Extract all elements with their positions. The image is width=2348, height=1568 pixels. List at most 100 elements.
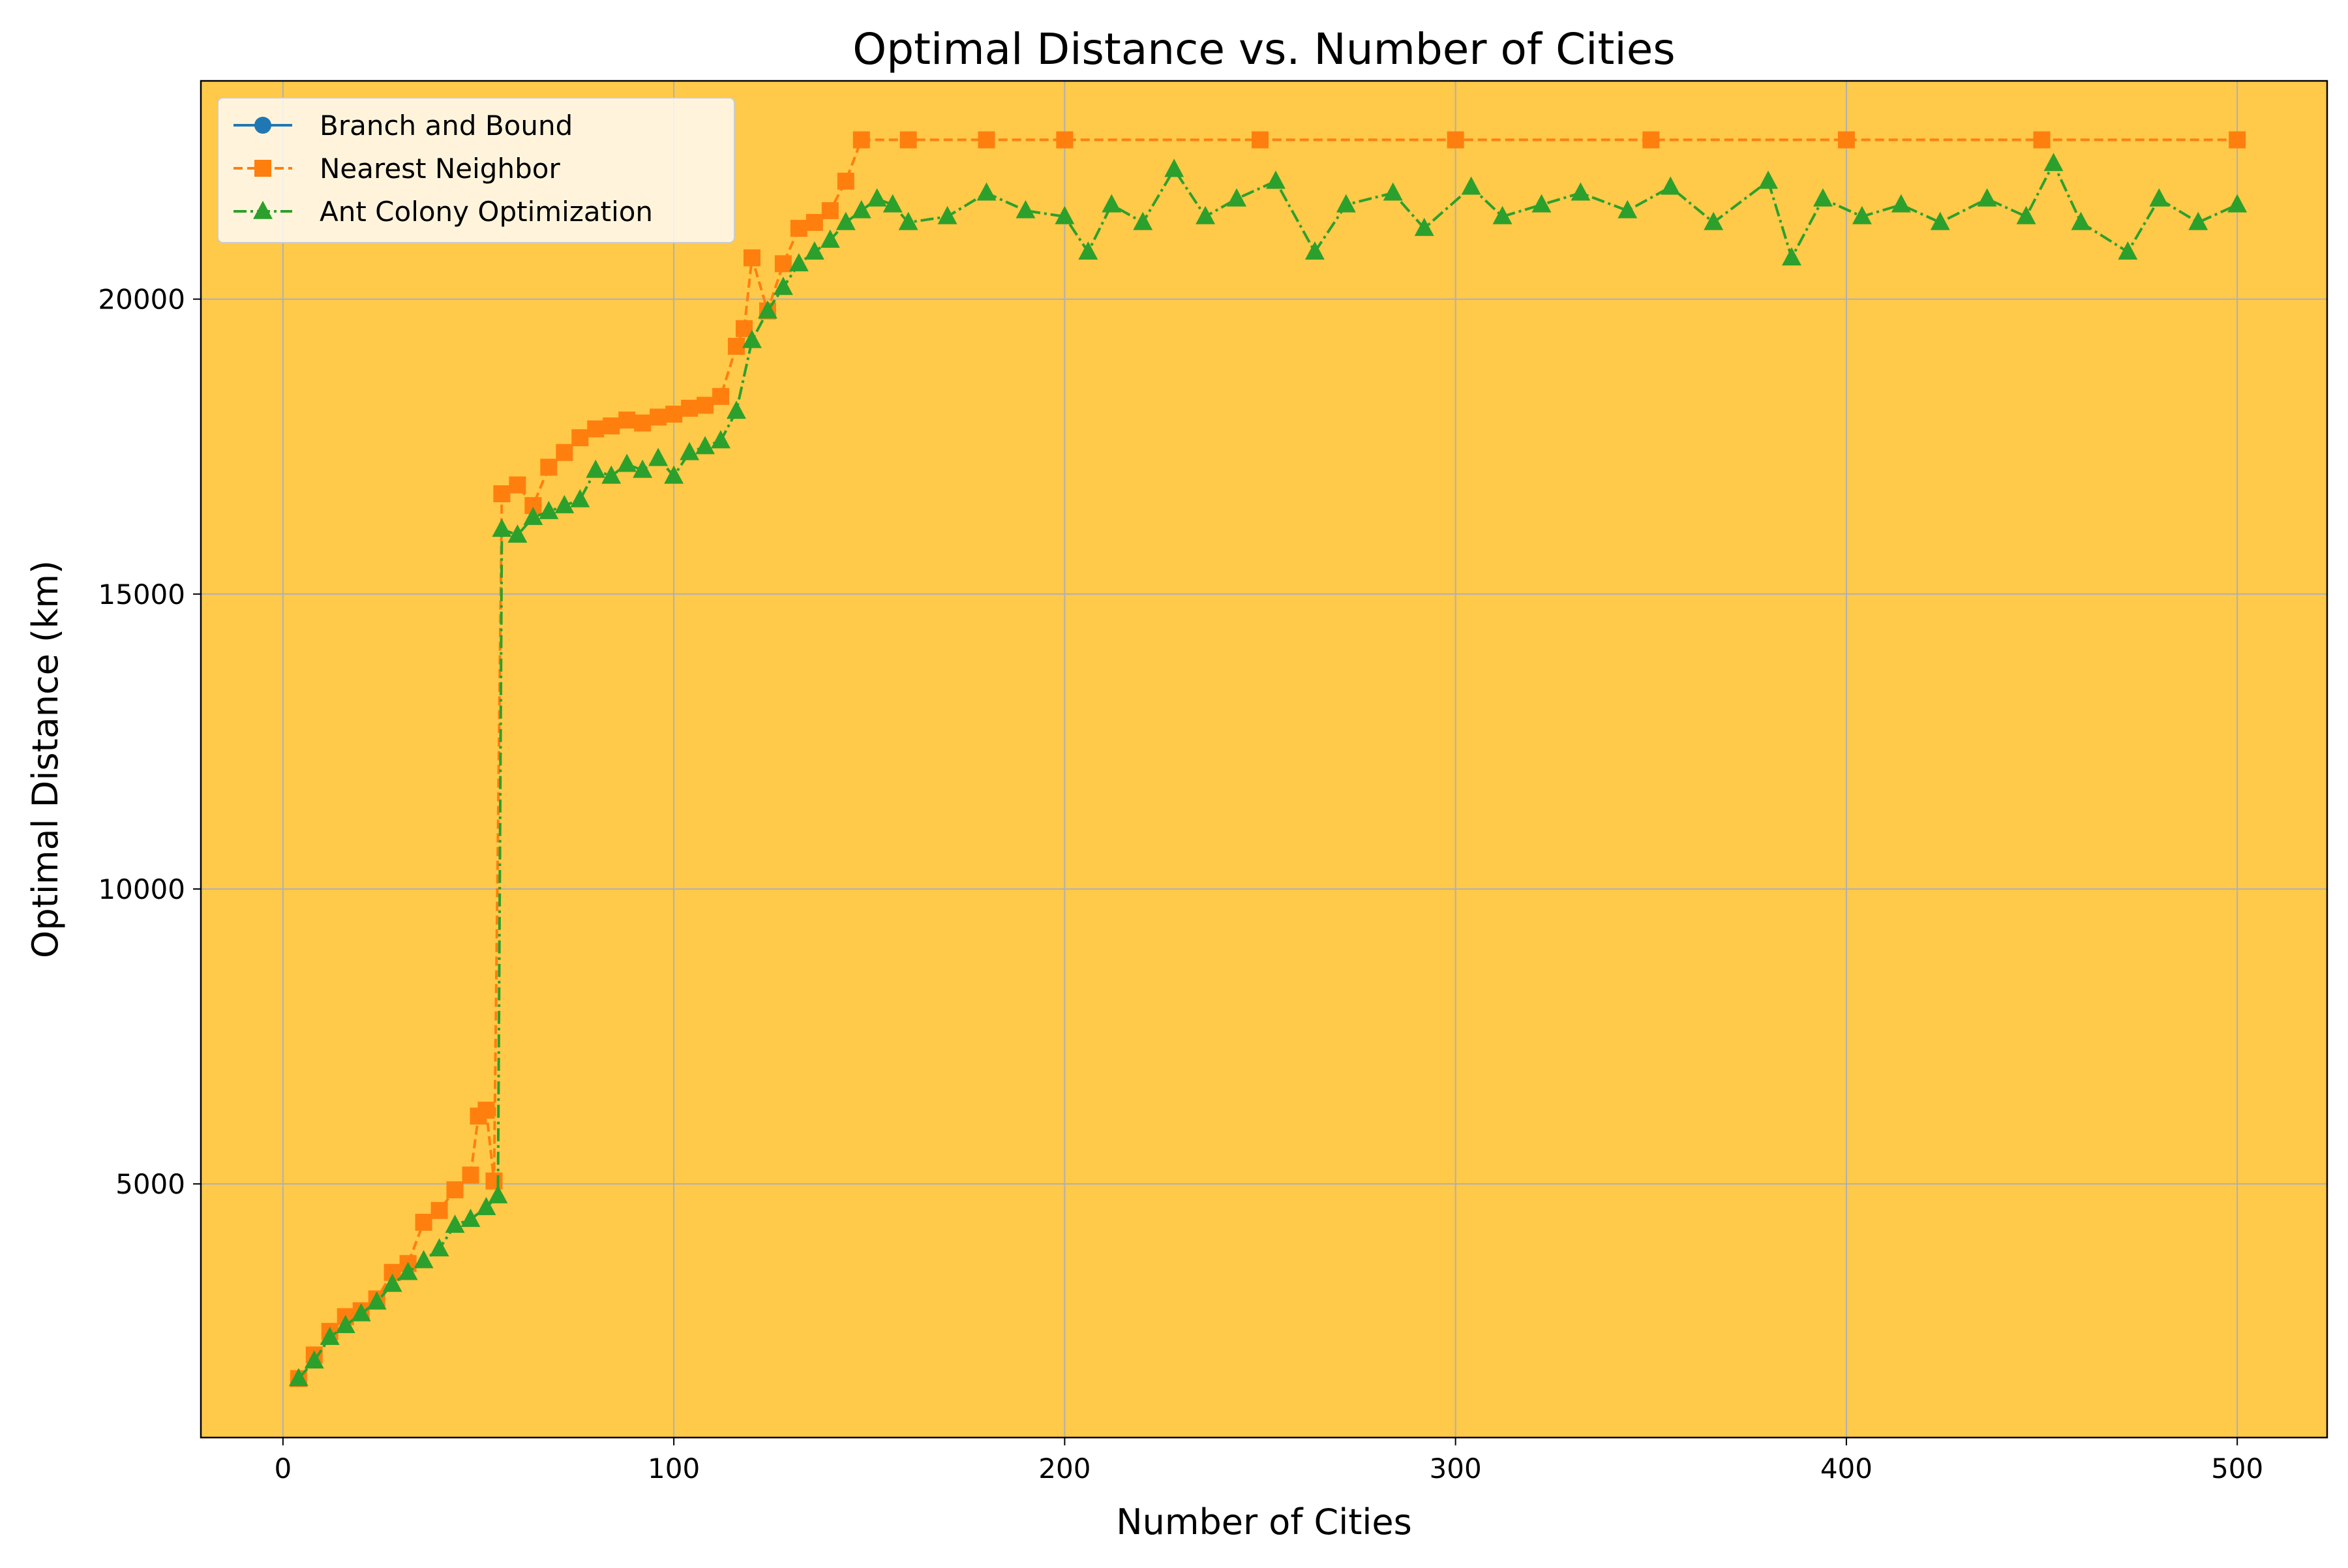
- data-point: [1837, 131, 1855, 149]
- data-point: [507, 524, 528, 543]
- data-point: [937, 205, 957, 224]
- data-point: [1304, 241, 1325, 260]
- data-point: [571, 429, 589, 447]
- data-point: [820, 229, 840, 248]
- data-point: [664, 465, 684, 484]
- data-point: [1977, 188, 1997, 207]
- legend-box: [217, 97, 735, 243]
- data-point: [446, 1181, 464, 1199]
- data-point: [509, 476, 526, 494]
- data-point: [523, 506, 543, 525]
- legend-marker: [254, 160, 271, 177]
- data-point: [601, 465, 622, 484]
- x-tick-label: 500: [2211, 1453, 2263, 1485]
- data-point: [978, 131, 995, 149]
- axes: 0 100 200 300 400 500 5000 10000 15000 20000: [98, 284, 2263, 1485]
- x-axis-label: Number of Cities: [1116, 1501, 1412, 1543]
- data-point: [1930, 211, 1950, 230]
- data-point: [554, 494, 575, 513]
- data-point: [540, 459, 558, 476]
- data-point: [570, 489, 590, 507]
- data-point: [2033, 131, 2051, 149]
- data-point: [1618, 200, 1638, 219]
- data-point: [743, 249, 760, 267]
- data-point: [586, 459, 606, 478]
- data-point: [1661, 176, 1681, 195]
- data-point: [2043, 153, 2064, 172]
- data-point: [634, 414, 652, 432]
- data-point: [587, 420, 605, 438]
- data-point: [1782, 247, 1801, 266]
- data-point: [304, 1350, 324, 1369]
- data-point: [695, 436, 715, 455]
- legend-item: Ant Colony Optimization: [233, 196, 653, 228]
- data-point: [1102, 194, 1122, 213]
- data-point: [1227, 188, 1247, 207]
- data-point: [1447, 131, 1464, 149]
- data-point: [414, 1250, 434, 1269]
- data-point: [633, 459, 653, 478]
- y-tick-label: 5000: [115, 1168, 185, 1200]
- x-tick-label: 0: [274, 1453, 292, 1485]
- data-point: [603, 417, 620, 435]
- data-point: [2071, 211, 2091, 230]
- data-point: [835, 211, 856, 230]
- data-point: [2229, 131, 2246, 149]
- data-point: [680, 442, 700, 460]
- data-point: [774, 255, 792, 273]
- plot-frame: [200, 80, 2328, 1439]
- data-point: [1133, 211, 1153, 230]
- data-point: [618, 412, 636, 429]
- data-point: [398, 1261, 418, 1280]
- data-point: [665, 405, 683, 423]
- x-tick-label: 200: [1038, 1453, 1091, 1485]
- legend-marker: [253, 200, 273, 219]
- x-tick-label: 100: [648, 1453, 700, 1485]
- data-point: [1383, 182, 1403, 201]
- data-point: [2016, 205, 2036, 224]
- data-point: [882, 194, 903, 213]
- data-point: [1531, 194, 1552, 213]
- data-point: [1016, 200, 1036, 219]
- data-point: [462, 1166, 479, 1184]
- data-point: [2118, 241, 2138, 260]
- x-tick-label: 300: [1430, 1453, 1482, 1485]
- data-point: [445, 1214, 465, 1233]
- data-point: [488, 1184, 508, 1203]
- data-point: [415, 1213, 432, 1231]
- data-point: [1813, 188, 1833, 207]
- x-tick-label: 400: [1820, 1453, 1873, 1485]
- data-point: [976, 182, 997, 201]
- y-axis-label: Optimal Distance (km): [25, 560, 66, 958]
- data-point: [1266, 170, 1286, 189]
- data-point: [492, 519, 512, 537]
- data-point: [1252, 131, 1269, 149]
- data-point: [1492, 205, 1513, 224]
- data-point: [477, 1102, 495, 1119]
- data-point: [320, 1327, 340, 1345]
- data-point: [2188, 211, 2208, 230]
- data-point: [757, 300, 777, 319]
- data-point: [851, 200, 871, 219]
- data-point: [460, 1209, 481, 1228]
- data-point: [681, 399, 699, 417]
- data-point: [804, 241, 824, 260]
- legend: Branch and Bound Nearest Neighbor Ant Colo…: [217, 97, 735, 243]
- data-point: [711, 430, 730, 449]
- data-point: [742, 329, 762, 348]
- y-tick-label: 10000: [98, 873, 185, 905]
- data-point: [430, 1201, 448, 1219]
- data-point: [1078, 241, 1098, 260]
- data-point: [617, 453, 637, 472]
- data-point: [485, 1172, 503, 1190]
- grid: [201, 81, 2327, 1438]
- y-tick-label: 15000: [98, 579, 185, 611]
- series-layer: [288, 131, 2248, 1387]
- data-point: [789, 253, 809, 272]
- data-point: [805, 214, 823, 232]
- data-point: [773, 277, 793, 295]
- data-point: [790, 220, 807, 237]
- data-point: [1571, 182, 1591, 201]
